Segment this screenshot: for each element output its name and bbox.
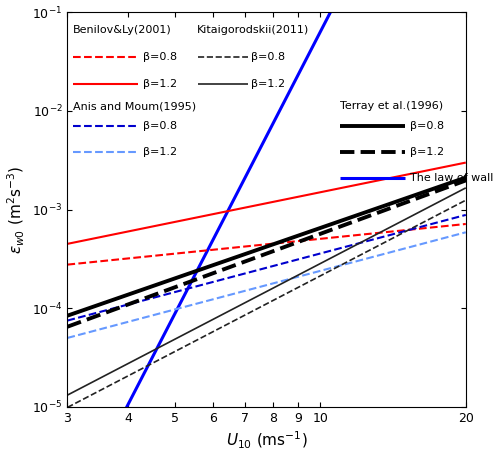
X-axis label: $U_{10}$ (ms$^{-1}$): $U_{10}$ (ms$^{-1}$) [226, 430, 308, 452]
Text: β=0.8: β=0.8 [410, 121, 444, 131]
Text: β=1.2: β=1.2 [410, 148, 444, 158]
Text: β=1.2: β=1.2 [252, 79, 286, 89]
Text: The law of wall: The law of wall [410, 173, 493, 183]
Text: Benilov&Ly(2001): Benilov&Ly(2001) [73, 25, 172, 35]
Text: Kitaigorodskii(2011): Kitaigorodskii(2011) [196, 25, 309, 35]
Text: β=1.2: β=1.2 [143, 79, 177, 89]
Text: β=0.8: β=0.8 [143, 53, 177, 62]
Y-axis label: $\varepsilon_{w0}$ (m$^{2}$s$^{-3}$): $\varepsilon_{w0}$ (m$^{2}$s$^{-3}$) [6, 165, 26, 254]
Text: β=0.8: β=0.8 [143, 121, 177, 131]
Text: Terray et al.(1996): Terray et al.(1996) [340, 101, 444, 112]
Text: β=0.8: β=0.8 [252, 53, 286, 62]
Text: Anis and Moum(1995): Anis and Moum(1995) [73, 101, 196, 112]
Text: β=1.2: β=1.2 [143, 148, 177, 158]
